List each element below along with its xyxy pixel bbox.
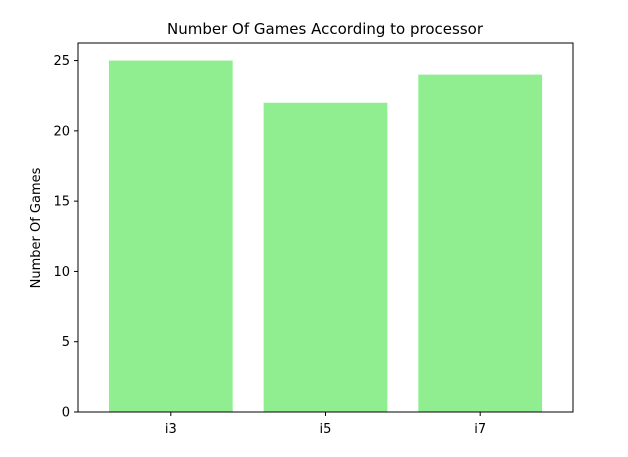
- x-tick-label-i7: i7: [474, 422, 486, 437]
- bar-i5: [263, 102, 388, 412]
- x-tick-label-i3: i3: [165, 422, 177, 437]
- y-tick-label: 10: [53, 265, 70, 280]
- bar-i7: [418, 74, 543, 412]
- y-tick-label: 5: [62, 335, 70, 350]
- chart-title: Number Of Games According to processor: [167, 20, 484, 38]
- x-tick-label-i5: i5: [320, 422, 332, 437]
- y-tick-label: 15: [53, 195, 70, 210]
- y-tick-label: 20: [53, 124, 70, 139]
- y-axis-label: Number Of Games: [29, 167, 44, 288]
- y-tick-label: 0: [62, 406, 70, 421]
- y-tick-label: 25: [53, 54, 70, 69]
- plot-area: 0 5 10 15 20 25 i3 i5 i7: [53, 42, 574, 437]
- bar-i3: [108, 60, 233, 412]
